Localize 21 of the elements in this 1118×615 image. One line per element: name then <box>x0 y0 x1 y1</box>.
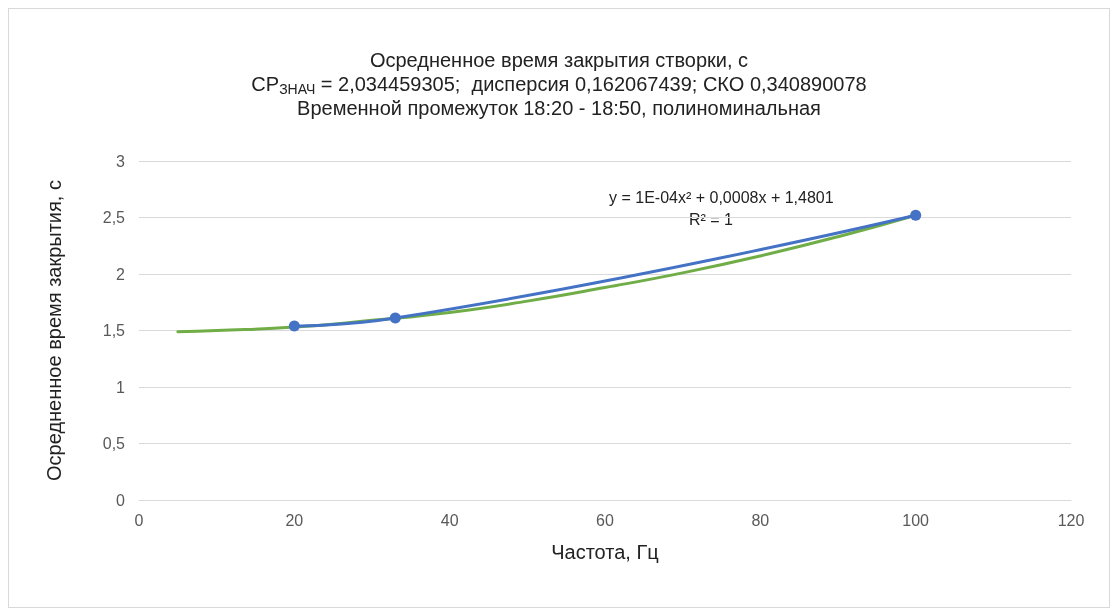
x-tick-label: 40 <box>440 511 459 529</box>
point <box>910 209 922 221</box>
x-tick-label: 20 <box>285 511 304 529</box>
x-tick-label: 0 <box>134 511 144 529</box>
point <box>288 320 300 332</box>
y-tick-label: 1 <box>116 378 126 396</box>
x-tick-label: 100 <box>902 511 930 529</box>
x-tick-label: 80 <box>751 511 770 529</box>
y-tick-label: 2 <box>116 265 126 283</box>
y-axis-title: Осредненное время закрытия, с <box>43 180 65 481</box>
point <box>389 312 401 324</box>
x-tick-label: 120 <box>1057 511 1085 529</box>
x-tick-label: 60 <box>596 511 614 529</box>
annotation: y = 1E-04x² + 0,0008x + 1,4801 <box>609 188 834 206</box>
chart-title: Осредненное время закрытия створки, с <box>369 49 749 71</box>
y-tick-label: 0 <box>116 491 126 509</box>
x-axis-title: Частота, Гц <box>551 541 659 563</box>
y-tick-label: 3 <box>116 152 126 170</box>
y-tick-label: 0,5 <box>102 435 126 452</box>
y-tick-label: 1,5 <box>102 322 126 339</box>
y-tick-label: 2,5 <box>102 209 126 226</box>
